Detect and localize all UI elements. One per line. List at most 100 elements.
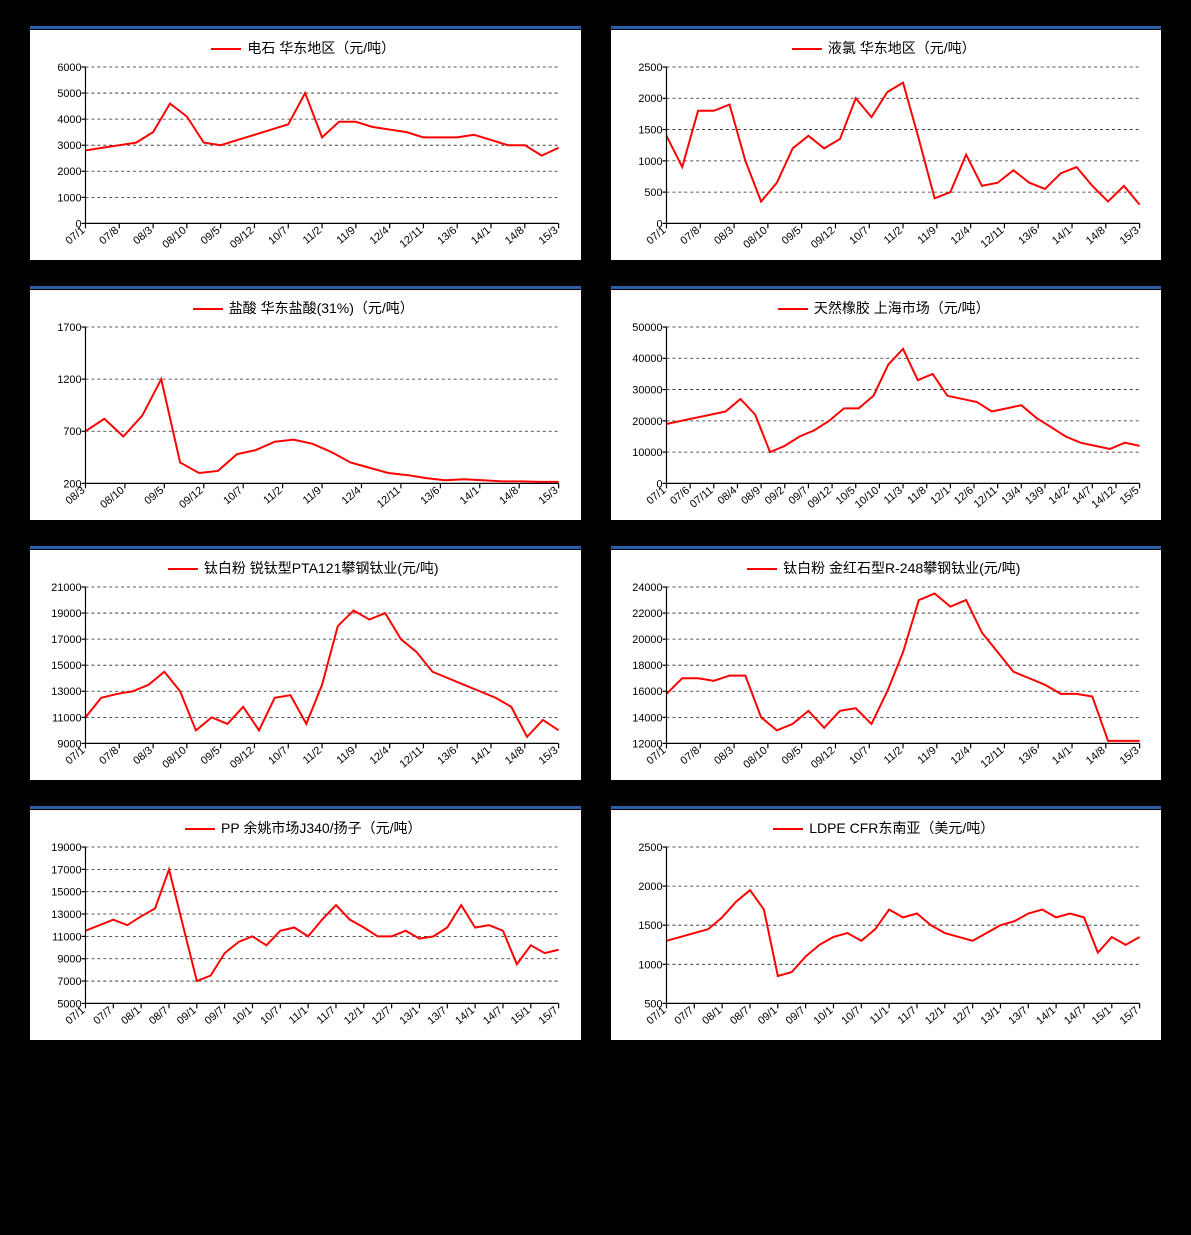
svg-text:07/8: 07/8 (97, 744, 121, 767)
chart-svg: 500070009000110001300015000170001900007/… (36, 840, 571, 1050)
svg-text:14/8: 14/8 (503, 224, 527, 247)
svg-text:13/1: 13/1 (978, 1004, 1002, 1027)
svg-text:15000: 15000 (51, 887, 81, 899)
legend: 液氯 华东地区（元/吨） (617, 38, 1152, 58)
svg-text:09/1: 09/1 (755, 1004, 779, 1027)
svg-text:2500: 2500 (638, 62, 662, 74)
svg-text:1500: 1500 (638, 920, 662, 932)
svg-text:11/7: 11/7 (895, 1004, 918, 1026)
legend: 天然橡胶 上海市场（元/吨） (617, 298, 1152, 318)
chart-dianshi: 电石 华东地区（元/吨）010002000300040005000600007/… (30, 30, 581, 260)
legend-swatch (747, 568, 777, 570)
svg-text:13000: 13000 (51, 686, 81, 698)
svg-text:11/9: 11/9 (915, 744, 938, 766)
series-line (85, 93, 558, 156)
svg-text:9000: 9000 (57, 954, 81, 966)
svg-text:14000: 14000 (632, 712, 662, 724)
svg-text:2500: 2500 (638, 842, 662, 854)
svg-text:11/7: 11/7 (315, 1004, 338, 1026)
svg-text:11/2: 11/2 (881, 224, 904, 246)
svg-text:2000: 2000 (638, 881, 662, 893)
svg-text:12/11: 12/11 (397, 224, 425, 250)
svg-text:1200: 1200 (57, 374, 81, 386)
svg-text:11/9: 11/9 (334, 224, 357, 246)
svg-text:14/8: 14/8 (497, 484, 521, 507)
svg-text:30000: 30000 (632, 385, 662, 397)
svg-text:07/7: 07/7 (91, 1004, 115, 1027)
svg-text:08/10: 08/10 (160, 744, 189, 771)
svg-text:12/11: 12/11 (397, 744, 425, 770)
svg-text:12/11: 12/11 (978, 744, 1006, 770)
svg-text:1000: 1000 (638, 156, 662, 168)
svg-text:08/7: 08/7 (147, 1004, 171, 1027)
svg-text:5000: 5000 (57, 88, 81, 100)
svg-text:07/1: 07/1 (644, 224, 668, 247)
legend-label: 盐酸 华东盐酸(31%)（元/吨） (229, 300, 414, 316)
svg-text:10/1: 10/1 (230, 1004, 254, 1027)
svg-text:13000: 13000 (51, 909, 81, 921)
svg-text:12/1: 12/1 (922, 1004, 946, 1027)
chart-xiangjiao: 天然橡胶 上海市场（元/吨）01000020000300004000050000… (611, 290, 1162, 520)
svg-text:14/8: 14/8 (1083, 744, 1107, 767)
svg-text:07/6: 07/6 (668, 484, 692, 507)
svg-text:11/2: 11/2 (301, 224, 324, 246)
legend-label: LDPE CFR东南亚（美元/吨） (809, 820, 994, 836)
chart-svg: 900011000130001500017000190002100007/107… (36, 580, 571, 790)
series-line (666, 83, 1139, 205)
svg-text:08/3: 08/3 (131, 744, 155, 767)
svg-text:14/1: 14/1 (1050, 224, 1074, 247)
series-line (85, 610, 558, 736)
svg-text:14/12: 14/12 (1089, 484, 1118, 511)
svg-text:11/1: 11/1 (287, 1004, 310, 1026)
svg-text:13/7: 13/7 (425, 1004, 449, 1027)
legend-label: PP 余姚市场J340/扬子（元/吨） (221, 820, 421, 836)
svg-text:09/12: 09/12 (177, 484, 206, 511)
legend-swatch (193, 308, 223, 310)
legend: LDPE CFR东南亚（美元/吨） (617, 818, 1152, 838)
svg-text:09/1: 09/1 (175, 1004, 199, 1027)
svg-text:12/7: 12/7 (370, 1004, 394, 1027)
svg-text:1700: 1700 (57, 322, 81, 334)
svg-text:13/1: 13/1 (397, 1004, 421, 1027)
svg-text:13/6: 13/6 (1016, 224, 1040, 247)
legend-swatch (211, 48, 241, 50)
svg-text:07/8: 07/8 (678, 224, 702, 247)
chart-svg: 500100015002000250007/107/708/108/709/10… (617, 840, 1152, 1050)
legend: 电石 华东地区（元/吨） (36, 38, 571, 58)
svg-text:08/7: 08/7 (727, 1004, 751, 1027)
svg-text:08/10: 08/10 (741, 744, 770, 771)
svg-text:12/7: 12/7 (950, 1004, 974, 1027)
svg-text:14/1: 14/1 (453, 1004, 477, 1027)
svg-text:12/1: 12/1 (342, 1004, 366, 1027)
svg-text:11000: 11000 (52, 712, 81, 724)
legend-label: 电石 华东地区（元/吨） (247, 40, 395, 56)
chart-pp-yuyao: PP 余姚市场J340/扬子（元/吨）500070009000110001300… (30, 810, 581, 1040)
svg-text:12/4: 12/4 (948, 744, 972, 767)
svg-text:19000: 19000 (51, 608, 81, 620)
svg-text:12/11: 12/11 (971, 484, 999, 510)
svg-text:09/12: 09/12 (228, 224, 257, 251)
svg-text:18000: 18000 (632, 660, 662, 672)
legend-label: 天然橡胶 上海市场（元/吨） (814, 300, 990, 316)
chart-svg: 0500100015002000250007/107/808/308/1009/… (617, 60, 1152, 270)
svg-text:12/6: 12/6 (952, 484, 976, 507)
chart-svg: 010002000300040005000600007/107/808/308/… (36, 60, 571, 270)
legend-swatch (773, 828, 803, 830)
svg-text:15/1: 15/1 (509, 1004, 533, 1027)
svg-text:09/5: 09/5 (779, 744, 803, 767)
svg-text:08/3: 08/3 (131, 224, 155, 247)
svg-text:12/11: 12/11 (375, 484, 403, 510)
legend-label: 液氯 华东地区（元/吨） (828, 40, 976, 56)
svg-text:09/7: 09/7 (783, 1004, 807, 1027)
svg-text:6000: 6000 (57, 62, 81, 74)
svg-text:09/12: 09/12 (228, 744, 257, 771)
svg-text:15/3: 15/3 (537, 224, 561, 247)
svg-text:22000: 22000 (632, 608, 662, 620)
svg-text:08/9: 08/9 (739, 484, 763, 507)
svg-text:700: 700 (63, 426, 81, 438)
svg-text:10/7: 10/7 (221, 484, 245, 507)
svg-text:11/3: 11/3 (881, 484, 904, 506)
svg-text:10/7: 10/7 (847, 744, 871, 767)
svg-text:10/7: 10/7 (847, 224, 871, 247)
svg-text:21000: 21000 (51, 582, 81, 594)
